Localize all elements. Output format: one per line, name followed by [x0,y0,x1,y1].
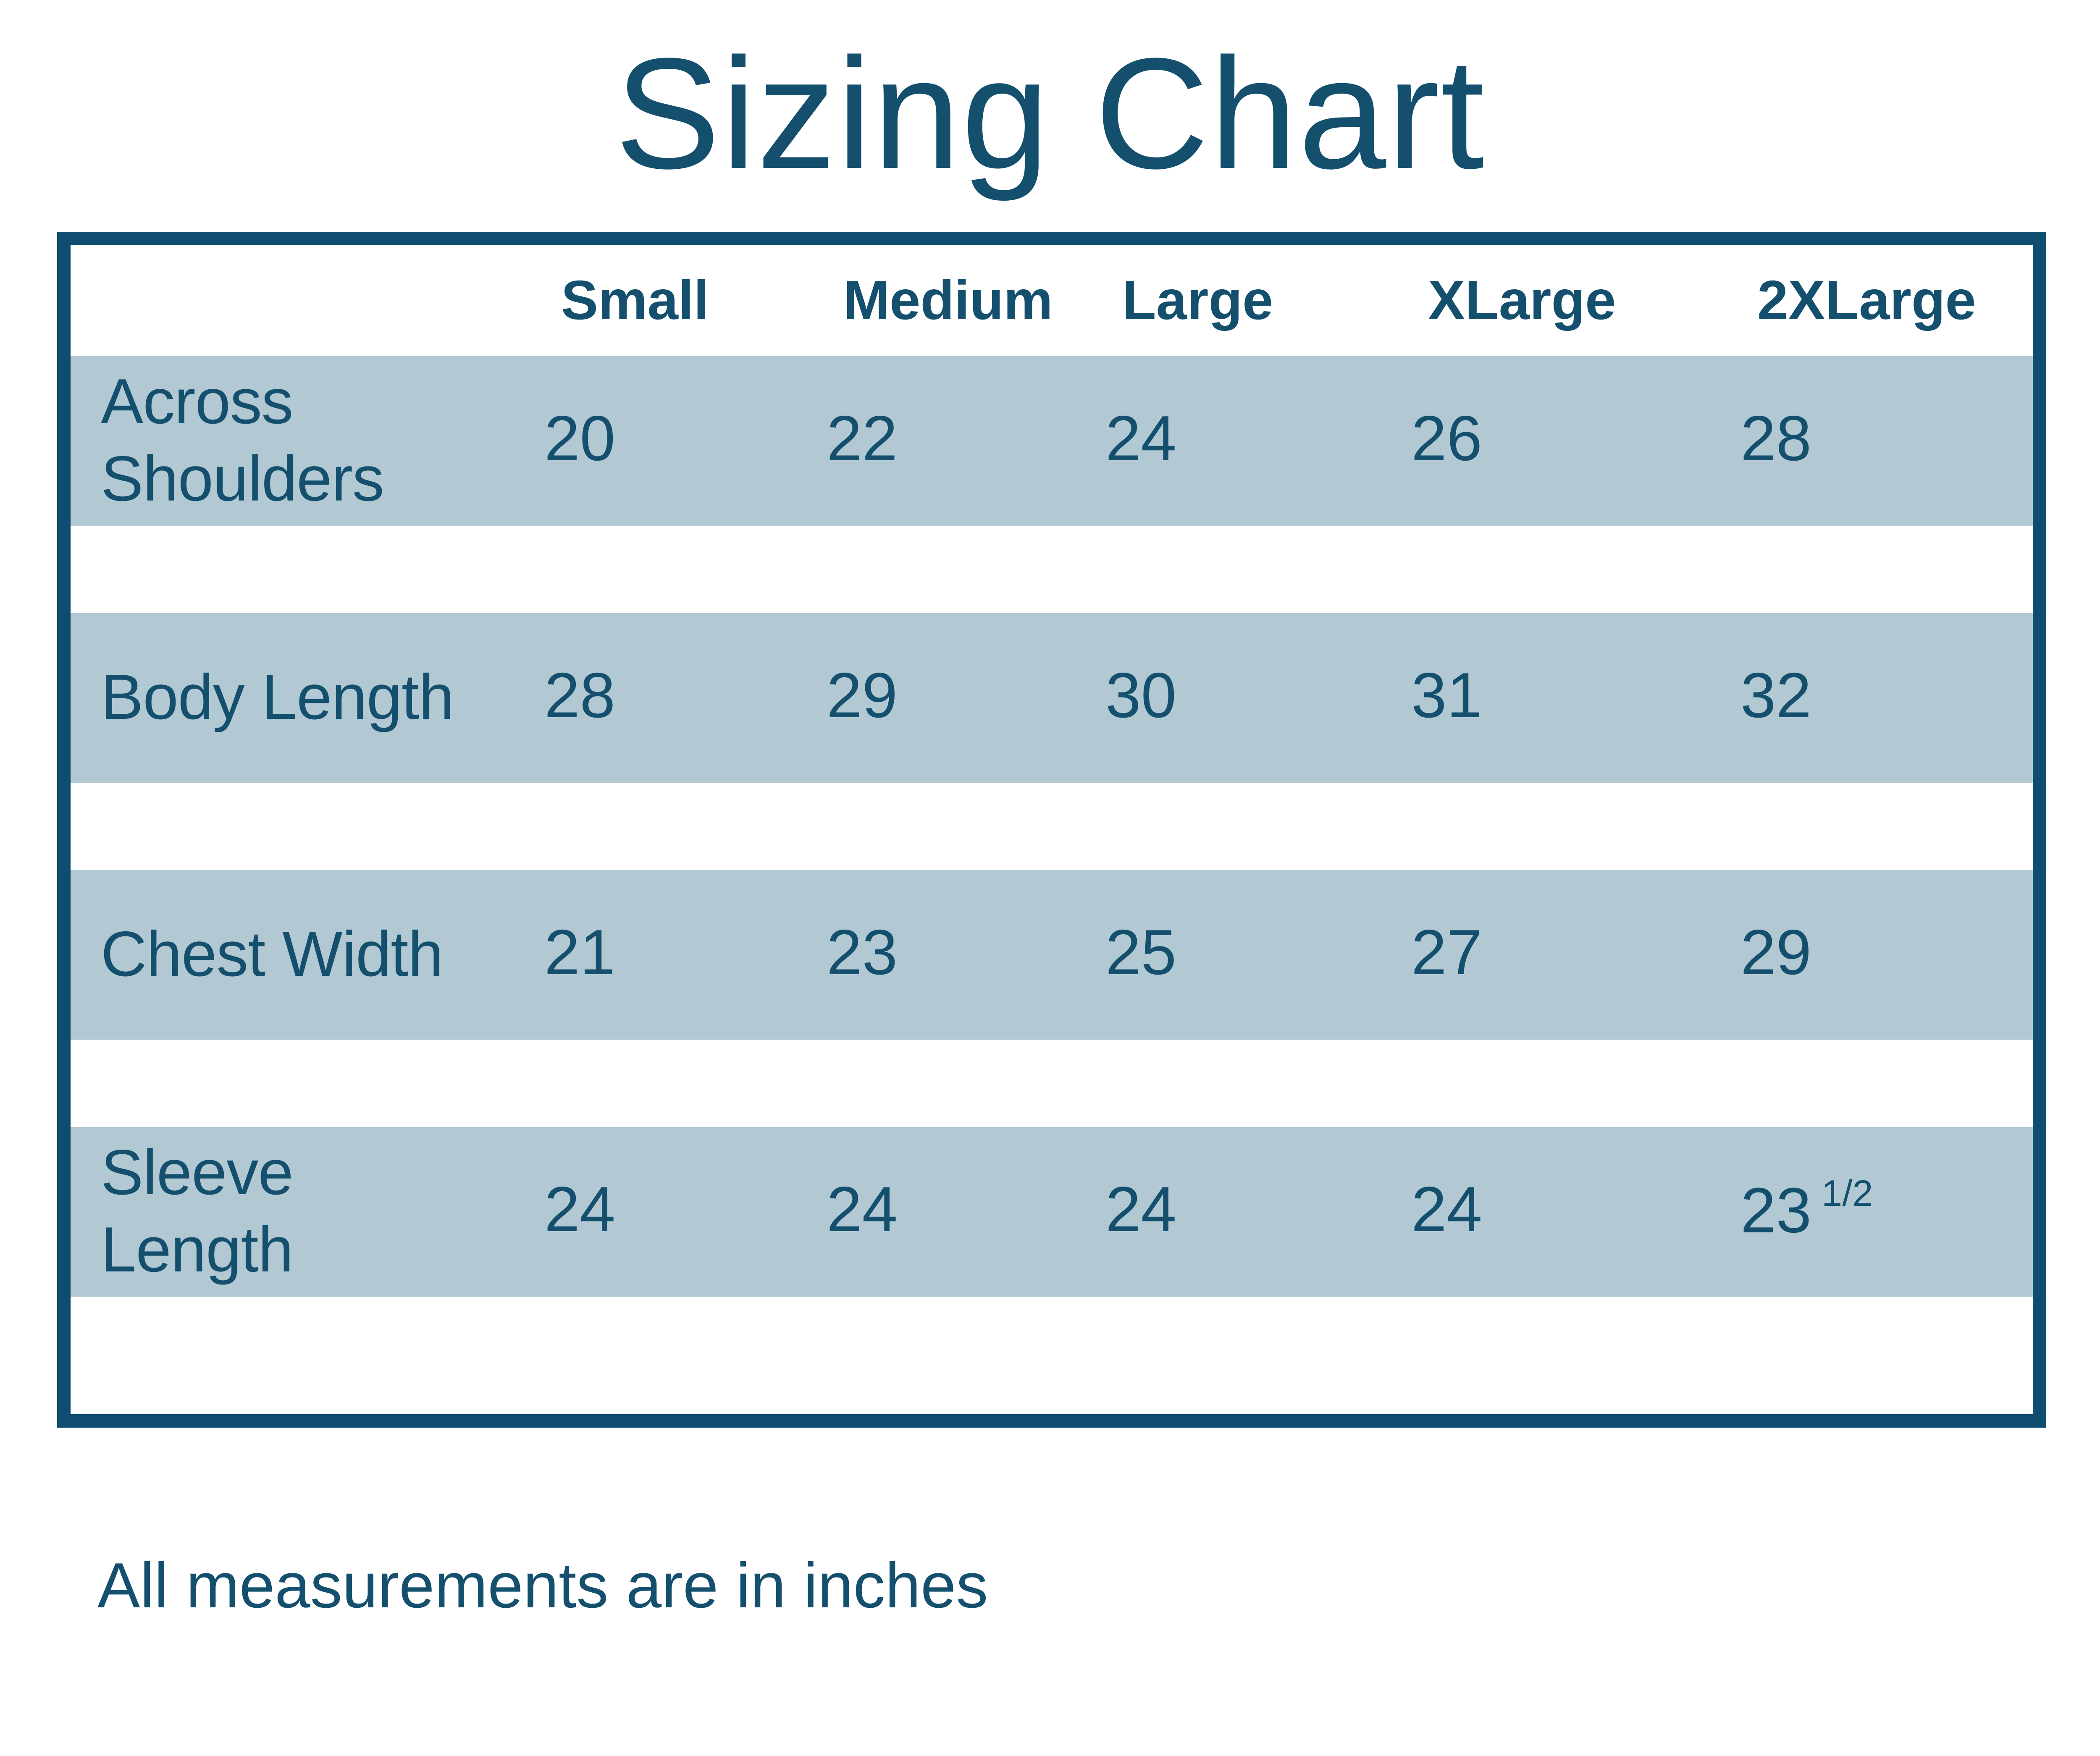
row-label: Sleeve Length [101,1138,294,1287]
row-label: Chest Width [101,920,444,991]
table-row: Across Shoulders 20 22 24 26 28 [71,356,2033,527]
row-label: Body Length [101,663,454,734]
table-row: Body Length 28 29 30 31 32 [71,613,2033,784]
size-value: 31 [1411,662,1483,733]
column-header: 2XLarge [1757,269,1976,332]
size-value: 24 [544,1176,616,1247]
row-label: Across Shoulders [101,367,384,516]
size-value: 24 [1105,405,1177,476]
table-row: Chest Width 21 23 25 27 29 [71,870,2033,1040]
size-value: 29 [1740,919,1812,990]
table-row: Sleeve Length 24 24 24 24 23 1/2 [71,1127,2033,1297]
size-value: 20 [544,405,616,476]
size-value: 23 1/2 [1740,1172,1873,1248]
sizing-table: Small Medium Large XLarge 2XLarge Across Sho… [57,232,2046,1428]
size-value: 23 [827,919,898,990]
size-value: 26 [1411,405,1483,476]
size-value: 27 [1411,919,1483,990]
fraction-superscript: 1/2 [1822,1172,1873,1215]
size-value: 28 [544,662,616,733]
column-header: Small [561,269,709,332]
column-header: Medium [843,269,1053,332]
size-value: 29 [827,662,898,733]
header-row: Small Medium Large XLarge 2XLarge [71,246,2033,357]
size-value: 32 [1740,662,1812,733]
column-header: XLarge [1428,269,1616,332]
footer-note: All measurements are in inches [97,1552,988,1623]
size-value: 22 [827,405,898,476]
page-title: Sizing Chart [615,25,1485,202]
sizing-chart-sheet: Sizing Chart Small Medium Large XLarge 2XLar… [0,25,2100,1756]
size-value: 25 [1105,919,1177,990]
size-value: 30 [1105,662,1177,733]
size-value: 21 [544,919,616,990]
column-header: Large [1122,269,1273,332]
size-value: 24 [827,1176,898,1247]
size-value: 28 [1740,405,1812,476]
size-value: 24 [1105,1176,1177,1247]
size-value: 24 [1411,1176,1483,1247]
